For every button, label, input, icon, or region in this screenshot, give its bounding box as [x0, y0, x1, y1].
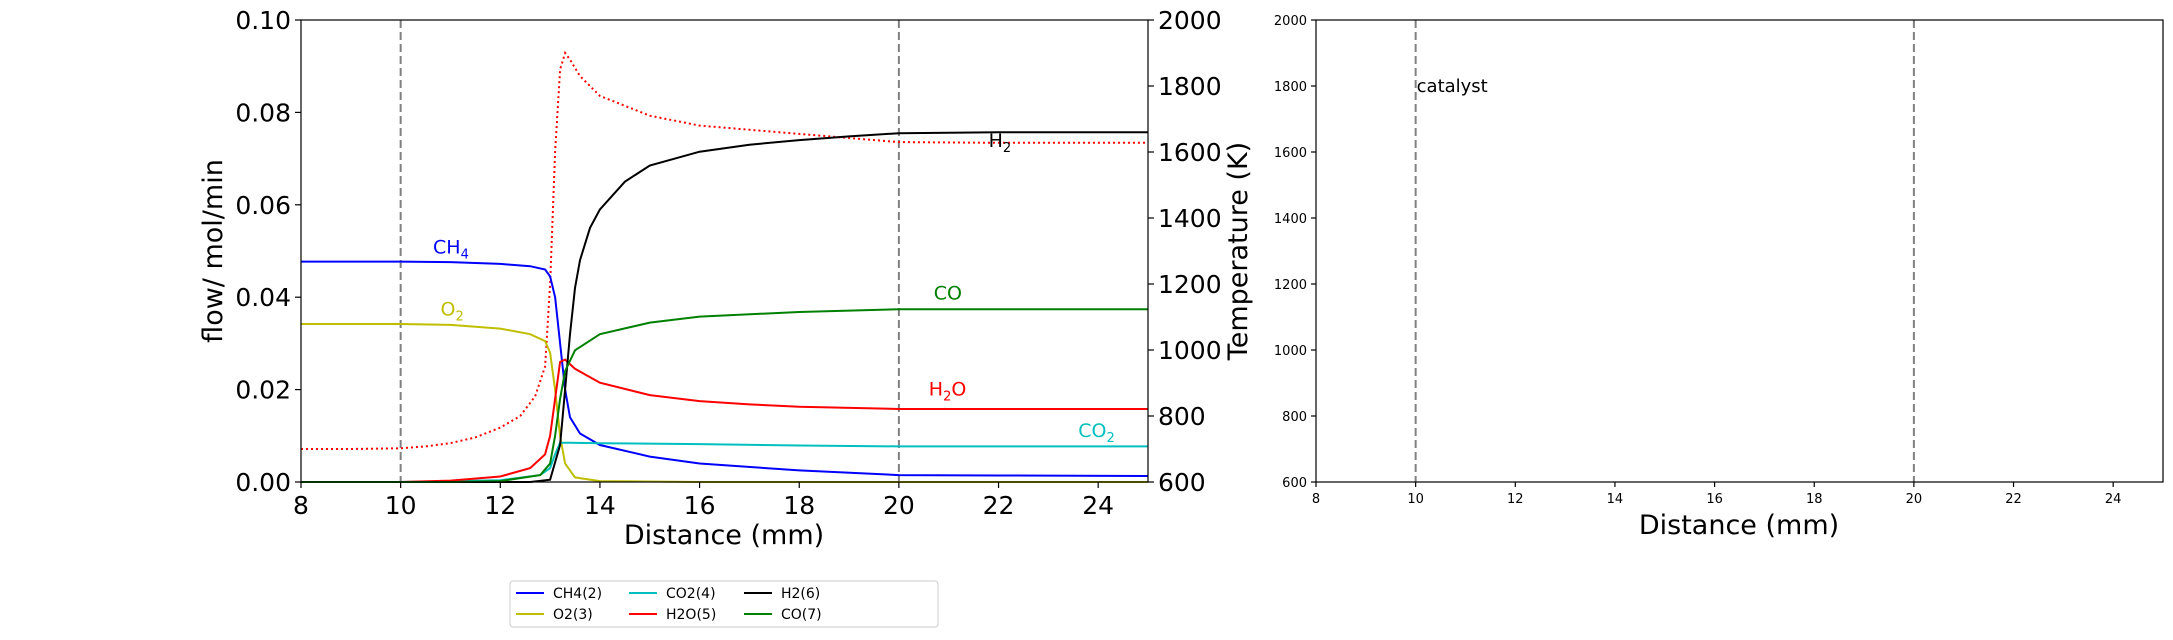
- x-tick-label: 18: [1806, 492, 1823, 507]
- right-plot-frame: [1315, 19, 2164, 483]
- x-tick-label: 8: [1312, 492, 1320, 507]
- right-y-axis-label: Temperature (K): [1223, 142, 1254, 361]
- series-annotation: O2: [441, 299, 464, 325]
- legend-label: CO(7): [781, 607, 822, 623]
- y-tick-label: 0.00: [235, 468, 291, 497]
- x-tick-label: 14: [584, 491, 616, 520]
- y-tick-label: 0.08: [235, 98, 291, 127]
- series-line-o23: [301, 323, 1148, 483]
- y-tick-label: 800: [1282, 410, 1307, 425]
- x-tick-label: 16: [684, 491, 716, 520]
- series-annotation: CH4: [433, 236, 469, 262]
- series-annotation: H2: [989, 130, 1012, 156]
- left-plot-frame: [300, 19, 1149, 483]
- y-tick-label: 0.04: [235, 283, 291, 312]
- y-tick-label: 0.06: [235, 191, 291, 220]
- series-line-h26: [301, 131, 1148, 483]
- y2-tick-label: 1800: [1158, 72, 1222, 101]
- x-tick-label: 14: [1607, 492, 1624, 507]
- right-x-axis-label: Distance (mm): [1639, 510, 1839, 541]
- series-line-h2o5: [301, 358, 1148, 483]
- legend-label: H2O(5): [666, 607, 716, 623]
- y-tick-label: 600: [1282, 476, 1307, 491]
- legend-label: H2(6): [781, 586, 820, 602]
- left-chart: CH4 O2 CO H2O CO2 H2 8 10 12 14 16 18 20 22 24 0.00 0.…: [198, 6, 1254, 551]
- y2-tick-label: 1400: [1158, 204, 1222, 233]
- x-tick-label: 10: [1407, 492, 1424, 507]
- x-tick-label: 20: [1906, 492, 1923, 507]
- x-tick-label: 24: [1082, 491, 1114, 520]
- series-line-co7: [301, 308, 1148, 483]
- y-tick-label: 2000: [1274, 14, 1307, 29]
- right-chart: catalyst 8 10 12 14 16 18 20 22 24 600 800 1000 120…: [1274, 14, 2164, 541]
- y-tick-label: 0.02: [235, 376, 291, 405]
- x-tick-label: 16: [1706, 492, 1723, 507]
- x-tick-label: 18: [783, 491, 815, 520]
- x-tick-label: 10: [385, 491, 417, 520]
- left-x-axis-label: Distance (mm): [624, 520, 824, 551]
- temperature-line: [301, 50, 1148, 450]
- x-tick-label: 22: [983, 491, 1015, 520]
- y2-tick-label: 600: [1158, 468, 1206, 497]
- y2-tick-label: 800: [1158, 402, 1206, 431]
- x-tick-label: 12: [484, 491, 516, 520]
- x-tick-label: 8: [293, 491, 309, 520]
- series-annotation: CO2: [1078, 420, 1115, 446]
- y-tick-label: 1800: [1274, 80, 1307, 95]
- y-tick-label: 1400: [1274, 212, 1307, 227]
- catalyst-label: catalyst: [1417, 76, 1488, 97]
- x-tick-label: 12: [1507, 492, 1524, 507]
- y-tick-label: 1600: [1274, 146, 1307, 161]
- x-tick-label: 24: [2105, 492, 2122, 507]
- left-y-axis-label: flow/ mol/min: [198, 159, 229, 343]
- series-annotation: H2O: [929, 379, 967, 405]
- legend-frame: [509, 580, 939, 628]
- legend-label: CO2(4): [666, 586, 716, 602]
- y2-tick-label: 1000: [1158, 336, 1222, 365]
- y2-tick-label: 2000: [1158, 6, 1222, 35]
- y2-tick-label: 1600: [1158, 138, 1222, 167]
- legend-label: CH4(2): [553, 586, 602, 602]
- y-tick-label: 1200: [1274, 278, 1307, 293]
- y2-tick-label: 1200: [1158, 270, 1222, 299]
- x-tick-label: 22: [2005, 492, 2022, 507]
- x-tick-label: 20: [883, 491, 915, 520]
- series-annotation: CO: [934, 283, 962, 305]
- y-tick-label: 0.10: [235, 6, 291, 35]
- legend-label: O2(3): [553, 607, 593, 623]
- legend: CH4(2) O2(3) CO2(4) H2O(5) H2(6) CO(7): [509, 580, 939, 628]
- y-tick-label: 1000: [1274, 344, 1307, 359]
